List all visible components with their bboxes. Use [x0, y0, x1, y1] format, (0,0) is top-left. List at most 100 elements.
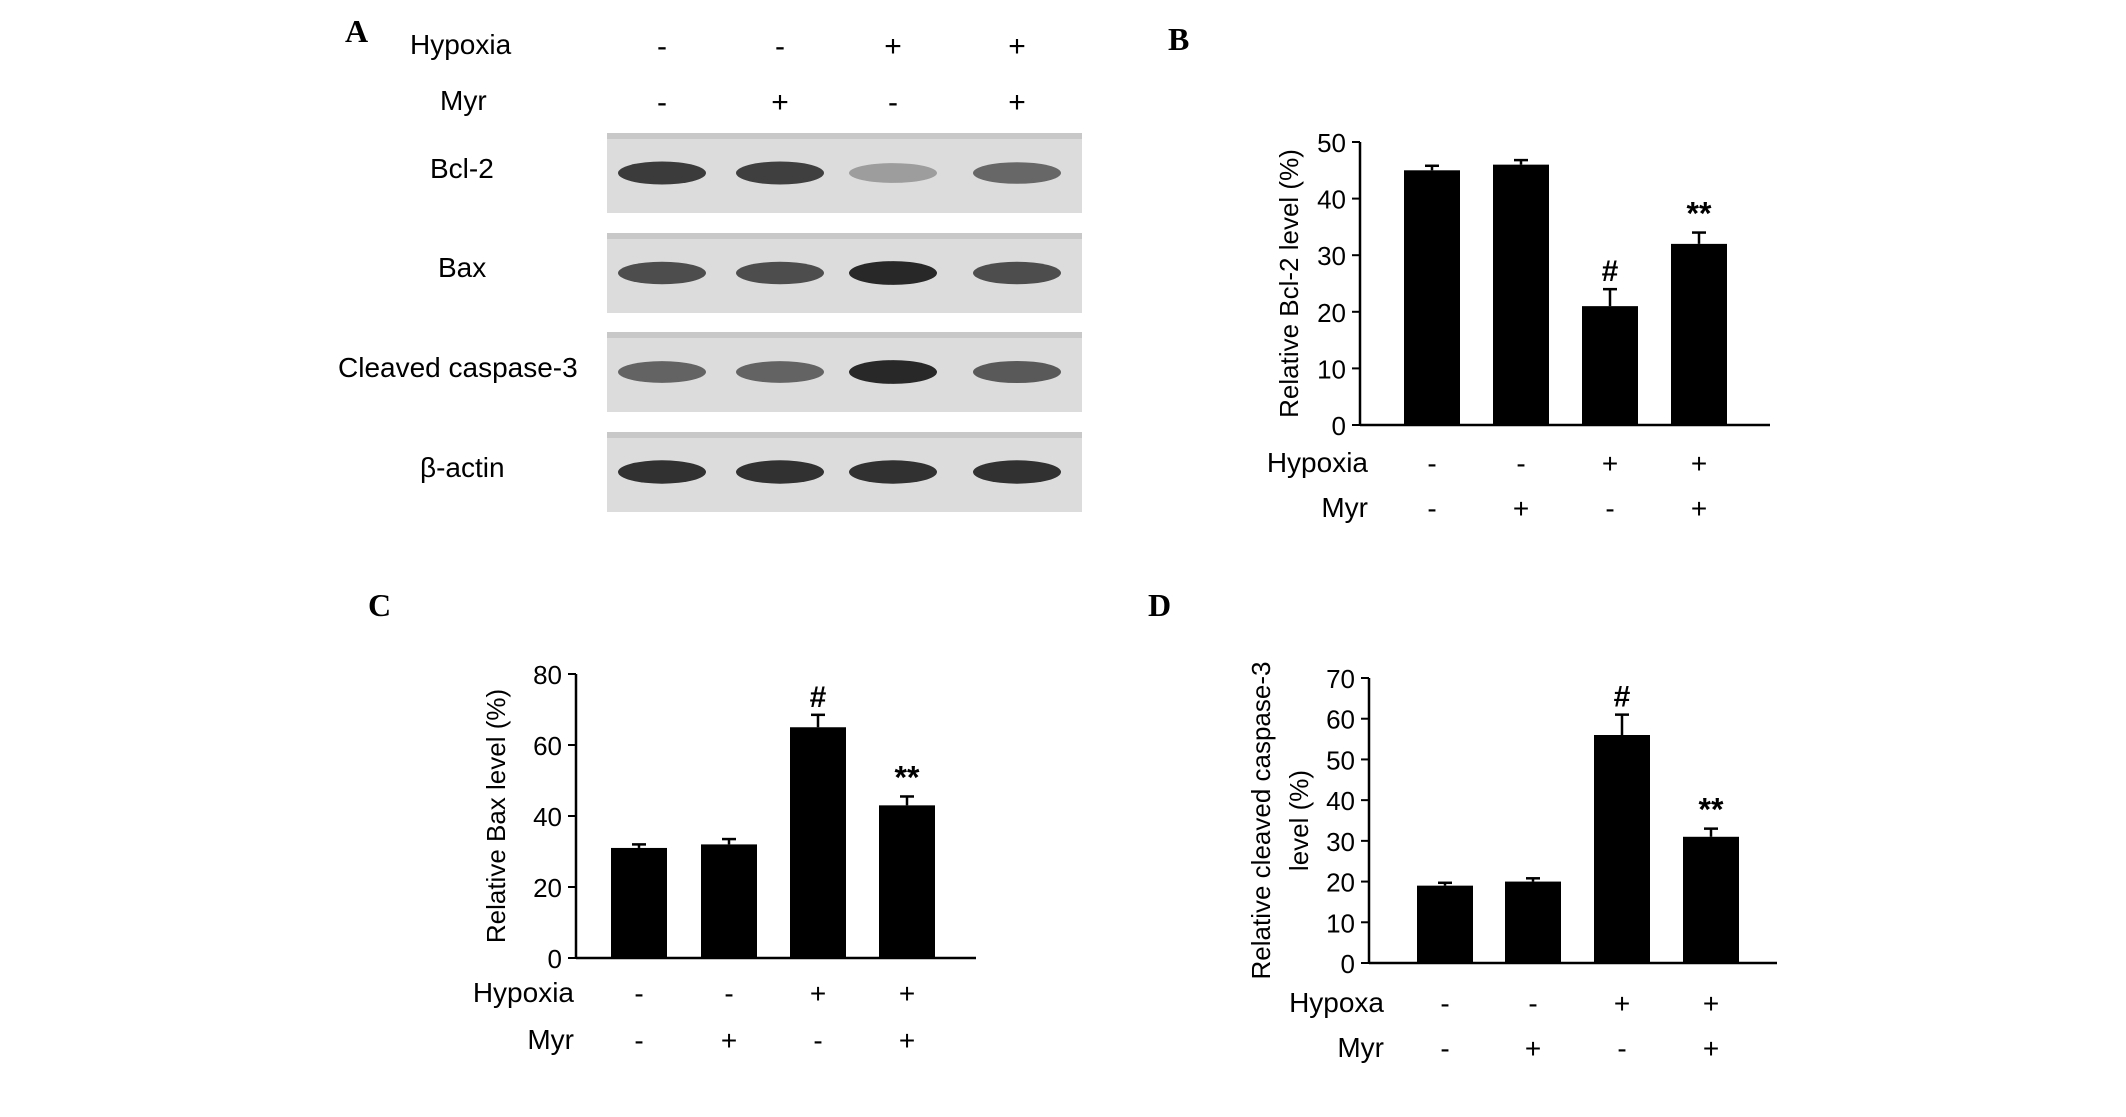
chart-b-condition-sign-2-1: -: [1427, 493, 1436, 524]
blot-strip-edge: [607, 133, 1082, 139]
chart-b-bar-4: [1671, 243, 1727, 425]
chart-c-y-tick-label: 80: [533, 660, 562, 690]
blot-strip-edge: [607, 432, 1082, 438]
chart-d-condition-sign-1-1: -: [1440, 988, 1449, 1019]
blot-band-row-3-lane-3: [849, 360, 937, 384]
chart-d-significance-4: **: [1699, 792, 1724, 828]
chart-b-condition-sign-1-1: -: [1427, 448, 1436, 479]
blot-row-label-cleaved-caspase3: Cleaved caspase-3: [338, 352, 578, 383]
blot-strip-edge: [607, 233, 1082, 239]
blot-band-row-4-lane-4: [973, 460, 1061, 484]
chart-d-condition-sign-2-1: -: [1440, 1033, 1449, 1064]
chart-d-condition-label-myr: Myr: [1337, 1032, 1384, 1063]
chart-c-condition-sign-1-3: +: [810, 978, 826, 1009]
chart-b-bar-3: [1582, 306, 1638, 425]
blot-band-row-4-lane-3: [849, 460, 937, 484]
chart-d-y-tick-label: 60: [1326, 705, 1355, 735]
chart-b-y-tick-label: 20: [1317, 298, 1346, 328]
blot-condition-hypoxia-label: Hypoxia: [410, 29, 512, 60]
chart-b-plot: 0 10 20 30 40 50 Relative Bcl-2 level (%) # ** Hy…: [1267, 128, 1770, 524]
chart-c-significance-3: #: [810, 681, 827, 714]
chart-d-condition-sign-2-3: -: [1617, 1033, 1626, 1064]
blot-strip-row-2: [607, 233, 1082, 313]
chart-d-y-tick-label: 50: [1326, 745, 1355, 775]
blot-sign-myr-lane-1: -: [657, 86, 667, 119]
blot-sign-hypoxia-lane-4: +: [1008, 30, 1026, 63]
chart-c-y-tick-label: 20: [533, 873, 562, 903]
panel-label-c: C: [368, 587, 391, 623]
blot-strip-row-4: [607, 432, 1082, 512]
blot-strips: [607, 133, 1082, 512]
chart-d-y-tick-label: 0: [1341, 949, 1355, 979]
chart-d-bar-2: [1505, 881, 1561, 963]
blot-strip-row-3: [607, 332, 1082, 412]
chart-b-condition-sign-2-2: +: [1513, 493, 1529, 524]
chart-b-y-tick-label: 50: [1317, 128, 1346, 158]
chart-b-condition-label-myr: Myr: [1321, 492, 1368, 523]
blot-sign-hypoxia-lane-2: -: [775, 30, 785, 63]
panel-d-caspase3-chart: D 0 10 20 30 40 50 60 70 Relative cleaved caspas…: [1148, 587, 1777, 1064]
chart-d-y-tick-label: 40: [1326, 786, 1355, 816]
chart-c-condition-sign-2-2: +: [721, 1025, 737, 1056]
chart-d-condition-sign-1-3: +: [1614, 988, 1630, 1019]
chart-b-y-tick-label: 0: [1332, 411, 1346, 441]
chart-d-significance-3: #: [1614, 681, 1631, 714]
chart-b-significance-4: **: [1687, 196, 1712, 232]
chart-d-y-tick-label: 30: [1326, 827, 1355, 857]
blot-band-row-3-lane-1: [618, 361, 706, 383]
chart-b-y-axis-label: Relative Bcl-2 level (%): [1274, 149, 1304, 418]
chart-d-condition-sign-1-2: -: [1528, 988, 1537, 1019]
chart-d-bar-1: [1417, 885, 1473, 963]
chart-c-condition-sign-2-3: -: [813, 1025, 822, 1056]
chart-d-condition-label-hypoxa: Hypoxa: [1289, 987, 1384, 1018]
chart-b-condition-sign-1-2: -: [1516, 448, 1525, 479]
blot-sign-myr-lane-2: +: [771, 86, 789, 119]
chart-d-y-tick-label: 10: [1326, 908, 1355, 938]
chart-b-y-tick-label: 30: [1317, 241, 1346, 271]
chart-c-bar-3: [790, 727, 846, 958]
chart-c-significance-4: **: [895, 759, 920, 795]
blot-condition-myr-label: Myr: [440, 85, 487, 116]
chart-c-condition-sign-2-4: +: [899, 1025, 915, 1056]
chart-d-y-tick-label: 70: [1326, 664, 1355, 694]
panel-label-a: A: [345, 13, 368, 49]
chart-c-bar-1: [611, 847, 667, 958]
chart-d-plot: 0 10 20 30 40 50 60 70 Relative cleaved caspase-…: [1246, 662, 1777, 1064]
blot-band-row-1-lane-4: [973, 162, 1061, 184]
blot-strip-row-1: [607, 133, 1082, 213]
blot-band-row-4-lane-2: [736, 460, 824, 484]
chart-c-bar-4: [879, 805, 935, 958]
chart-b-y-tick-label: 40: [1317, 185, 1346, 215]
chart-d-y-tick-label: 20: [1326, 868, 1355, 898]
chart-b-bar-1: [1404, 170, 1460, 425]
panel-a-western-blot: A Hypoxia Myr - - + + - + - + Bcl-2 Bax Cleaved…: [338, 13, 1082, 512]
blot-band-row-2-lane-4: [973, 261, 1061, 285]
blot-row-label-bcl2: Bcl-2: [430, 153, 494, 184]
chart-b-condition-sign-1-4: +: [1691, 448, 1707, 479]
chart-d-y-axis-label: Relative cleaved caspase-3 level (%): [1246, 662, 1314, 980]
chart-b-condition-sign-2-3: -: [1605, 493, 1614, 524]
blot-sign-myr-lane-4: +: [1008, 86, 1026, 119]
blot-band-row-3-lane-4: [973, 360, 1061, 384]
chart-d-condition-sign-2-4: +: [1703, 1033, 1719, 1064]
chart-c-y-axis-label: Relative Bax level (%): [481, 689, 511, 943]
chart-c-condition-sign-1-1: -: [634, 978, 643, 1009]
chart-c-condition-sign-2-1: -: [634, 1025, 643, 1056]
chart-b-condition-label-hypoxia: Hypoxia: [1267, 447, 1369, 478]
blot-strip-edge: [607, 332, 1082, 338]
blot-band-row-4-lane-1: [618, 460, 706, 484]
chart-c-condition-label-myr: Myr: [527, 1024, 574, 1055]
chart-b-significance-3: #: [1602, 255, 1619, 288]
panel-b-bcl2-chart: B 0 10 20 30 40 50 Relative Bcl-2 level (%) # **…: [1168, 21, 1770, 524]
chart-c-y-tick-label: 0: [548, 944, 562, 974]
chart-c-condition-sign-1-2: -: [724, 978, 733, 1009]
blot-band-row-3-lane-2: [736, 361, 824, 383]
blot-row-label-beta-actin: β-actin: [420, 452, 505, 483]
blot-band-row-2-lane-3: [849, 261, 937, 285]
chart-b-condition-sign-2-4: +: [1691, 493, 1707, 524]
blot-band-row-1-lane-2: [736, 161, 824, 185]
blot-band-row-1-lane-3: [849, 163, 937, 183]
blot-condition-signs: - - + + - + - +: [657, 30, 1026, 119]
panel-c-bax-chart: C 0 20 40 60 80 Relative Bax level (%) # ** Hypo…: [368, 587, 976, 1056]
